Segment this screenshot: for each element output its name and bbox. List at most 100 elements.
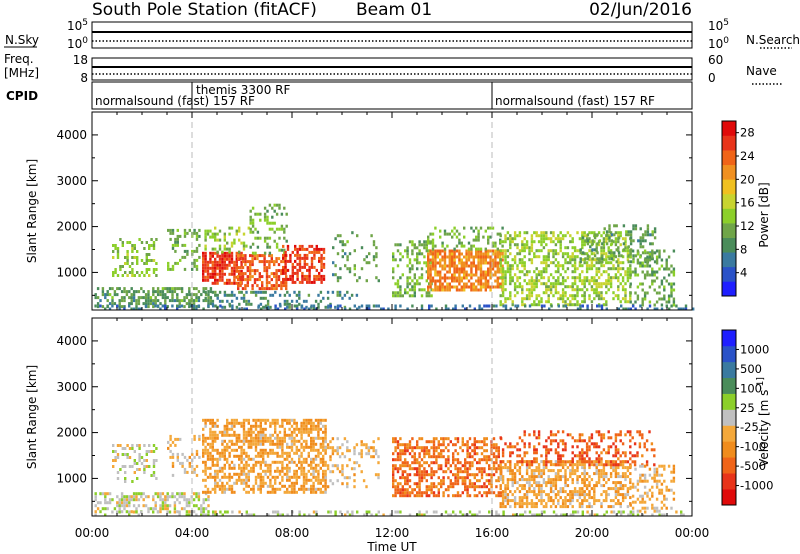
echo-cell: [221, 442, 224, 446]
echo-cell: [523, 493, 526, 497]
echo-cell: [468, 467, 472, 471]
echo-cell: [283, 236, 286, 240]
echo-cell: [370, 234, 373, 238]
echo-cell: [535, 475, 538, 479]
echo-cell: [274, 481, 277, 485]
echo-cell: [588, 294, 591, 298]
echo-cell: [218, 254, 222, 258]
echo-cell: [600, 294, 603, 298]
echo-cell: [533, 285, 536, 289]
echo-cell: [396, 488, 400, 492]
echo-cell: [639, 304, 642, 308]
echo-cell: [429, 267, 432, 271]
echo-cell: [540, 237, 543, 241]
echo-cell: [428, 291, 431, 295]
echo-cell: [133, 450, 136, 453]
echo-cell: [619, 261, 622, 265]
echo-cell: [496, 255, 499, 259]
echo-cell: [293, 436, 296, 440]
echo-cell: [552, 255, 555, 259]
echo-cell: [530, 469, 534, 473]
echo-cell: [143, 444, 146, 447]
echo-cell: [124, 465, 127, 468]
echo-cell: [607, 505, 610, 509]
echo-cell: [535, 481, 538, 485]
echo-cell: [497, 479, 500, 483]
echo-cell: [571, 285, 574, 289]
echo-cell: [176, 299, 179, 303]
echo-cell: [149, 302, 153, 306]
echo-cell: [276, 460, 279, 464]
echo-cell: [464, 461, 467, 465]
echo-cell: [413, 482, 416, 486]
echo-cell: [324, 427, 327, 431]
echo-cell: [319, 466, 322, 470]
echo-cell: [204, 235, 207, 239]
echo-cell: [331, 452, 335, 456]
echo-cell: [651, 252, 654, 256]
echo-cell: [634, 307, 637, 311]
echo-cell: [554, 252, 558, 256]
echo-cell: [443, 273, 447, 277]
echo-cell: [240, 290, 243, 294]
echo-cell: [283, 427, 286, 431]
echo-cell: [124, 262, 127, 265]
echo-cell: [235, 254, 238, 258]
echo-cell: [216, 451, 219, 455]
echo-cell: [496, 247, 499, 251]
echo-cell: [278, 424, 282, 428]
echo-cell: [130, 307, 133, 311]
echo-cell: [586, 257, 590, 261]
echo-cell: [336, 293, 339, 297]
echo-cell: [477, 252, 480, 256]
echo-cell: [491, 249, 495, 253]
echo-cell: [629, 273, 632, 277]
echo-cell: [235, 263, 238, 267]
echo-cell: [501, 294, 505, 298]
echo-cell: [249, 254, 252, 258]
echo-cell: [317, 436, 320, 440]
echo-cell: [274, 290, 277, 294]
echo-cell: [622, 224, 626, 228]
echo-cell: [305, 472, 308, 476]
echo-cell: [516, 264, 519, 268]
echo-cell: [571, 294, 574, 298]
echo-cell: [195, 307, 198, 311]
echo-cell: [264, 436, 267, 440]
echo-cell: [518, 472, 522, 476]
echo-cell: [302, 487, 306, 491]
echo-cell: [564, 252, 567, 256]
echo-cell: [401, 452, 404, 456]
echo-cell: [195, 492, 198, 496]
echo-cell: [547, 499, 550, 503]
echo-cell: [658, 249, 661, 253]
echo-cell: [648, 300, 652, 304]
echo-cell: [651, 255, 654, 259]
echo-cell: [511, 475, 514, 479]
echo-cell: [404, 482, 407, 486]
echo-cell: [471, 485, 474, 489]
echo-cell: [413, 285, 416, 289]
echo-cell: [542, 490, 546, 494]
echo-cell: [581, 246, 584, 250]
echo-cell: [310, 472, 313, 476]
echo-cell: [133, 459, 136, 462]
echo-cell: [483, 455, 486, 459]
echo-cell: [437, 491, 440, 495]
echo-cell: [629, 230, 633, 234]
echo-cell: [339, 276, 342, 280]
echo-cell: [277, 284, 281, 288]
echo-cell: [513, 234, 517, 238]
echo-cell: [120, 498, 124, 502]
echo-cell: [214, 430, 217, 434]
echo-cell: [491, 285, 495, 289]
echo-cell: [334, 305, 337, 309]
echo-cell: [276, 475, 279, 479]
echo-cell: [252, 469, 255, 473]
echo-cell: [283, 251, 286, 255]
echo-cell: [547, 478, 550, 482]
echo-cell: [629, 270, 632, 274]
echo-cell: [283, 230, 286, 234]
echo-cell: [307, 451, 310, 455]
